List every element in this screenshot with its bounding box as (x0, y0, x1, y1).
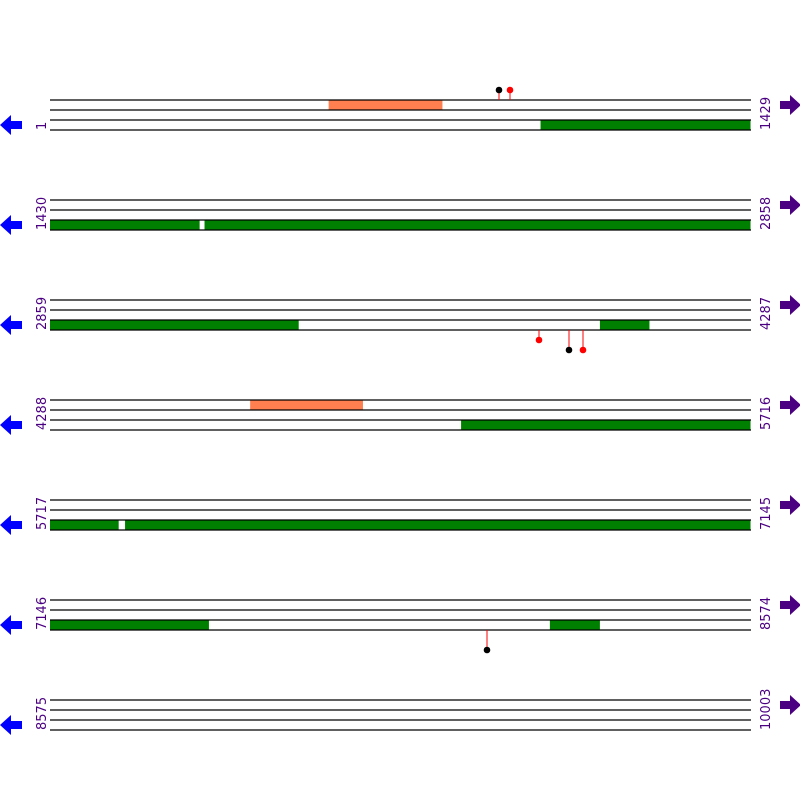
end-position-label: 2858 (759, 197, 774, 230)
left-arrow-icon[interactable] (0, 415, 22, 435)
start-position-label: 5717 (35, 497, 50, 530)
end-position-label: 1429 (759, 97, 774, 130)
right-arrow-icon[interactable] (780, 595, 800, 615)
green-feature[interactable] (50, 320, 299, 330)
right-arrow-icon[interactable] (780, 95, 800, 115)
sequence-row: 5717 7145 (0, 495, 800, 535)
start-position-label: 7146 (35, 597, 50, 630)
green-feature[interactable] (204, 220, 751, 230)
right-arrow-icon[interactable] (780, 695, 800, 715)
left-arrow-icon[interactable] (0, 215, 22, 235)
left-arrow-icon[interactable] (0, 515, 22, 535)
left-arrow-icon[interactable] (0, 115, 22, 135)
black-marker[interactable] (495, 86, 503, 94)
start-position-label: 4288 (35, 397, 50, 430)
sequence-row: 8575 10003 (0, 689, 800, 735)
right-arrow-icon[interactable] (780, 195, 800, 215)
left-arrow-icon[interactable] (0, 315, 22, 335)
orange-feature[interactable] (328, 100, 443, 110)
start-position-label: 1430 (35, 197, 50, 230)
end-position-label: 10003 (759, 689, 774, 730)
start-position-label: 2859 (35, 297, 50, 330)
black-marker[interactable] (565, 346, 573, 354)
left-arrow-icon[interactable] (0, 715, 22, 735)
end-position-label: 7145 (759, 497, 774, 530)
right-arrow-icon[interactable] (780, 395, 800, 415)
green-feature[interactable] (125, 520, 751, 530)
green-feature[interactable] (50, 620, 209, 630)
green-feature[interactable] (549, 620, 600, 630)
green-feature[interactable] (540, 120, 751, 130)
black-marker[interactable] (483, 646, 491, 654)
sequence-row: 1 1429 (0, 86, 800, 135)
orange-feature[interactable] (250, 400, 363, 410)
end-position-label: 4287 (759, 297, 774, 330)
green-feature[interactable] (461, 420, 751, 430)
right-arrow-icon[interactable] (780, 495, 800, 515)
red-marker[interactable] (579, 346, 587, 354)
start-position-label: 8575 (35, 697, 50, 730)
green-feature[interactable] (599, 320, 650, 330)
left-arrow-icon[interactable] (0, 615, 22, 635)
sequence-row: 2859 4287 (0, 295, 800, 354)
sequence-row: 1430 2858 (0, 195, 800, 235)
red-marker[interactable] (506, 86, 514, 94)
end-position-label: 5716 (759, 397, 774, 430)
green-feature[interactable] (50, 220, 200, 230)
red-marker[interactable] (535, 336, 543, 344)
end-position-label: 8574 (759, 597, 774, 630)
right-arrow-icon[interactable] (780, 295, 800, 315)
sequence-row: 4288 5716 (0, 395, 800, 435)
green-feature[interactable] (50, 520, 119, 530)
start-position-label: 1 (35, 122, 50, 130)
sequence-row: 7146 8574 (0, 595, 800, 654)
